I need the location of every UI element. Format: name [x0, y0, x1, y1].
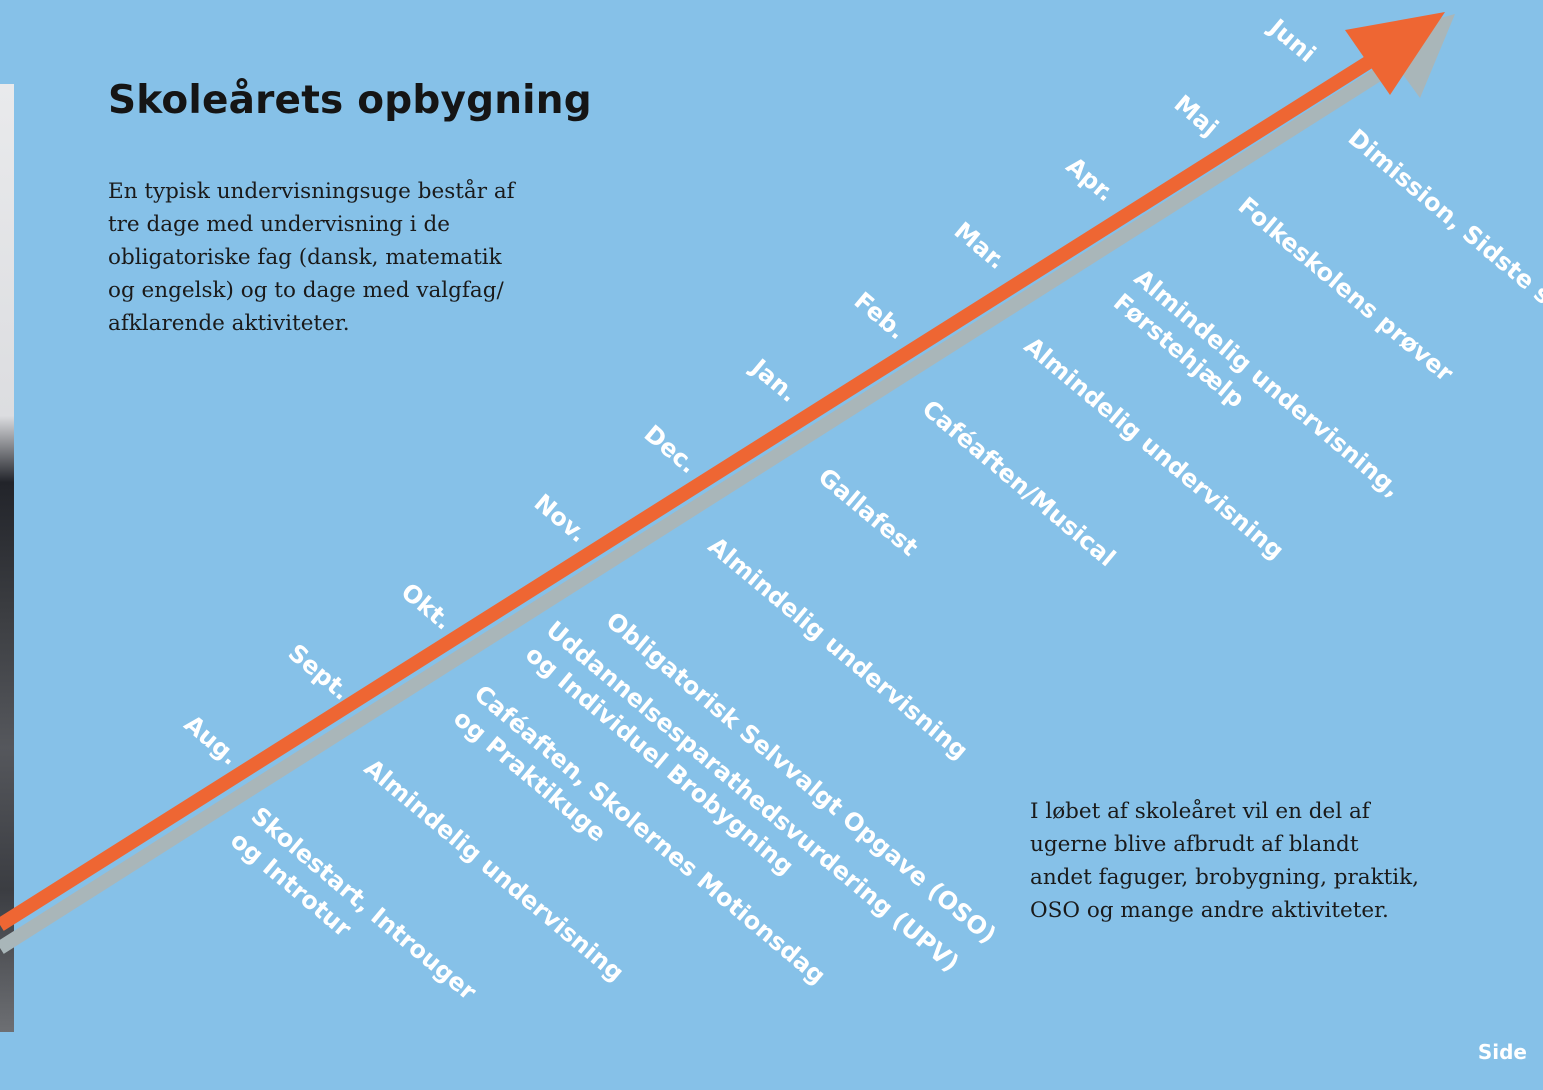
arrow-line [0, 49, 1384, 931]
photo-strip [0, 84, 14, 1032]
arrow-head [1345, 12, 1445, 95]
page-title: Skoleårets opbygning [108, 78, 592, 123]
intro-paragraph: En typisk undervisningsuge består af tre… [108, 179, 515, 336]
outro-paragraph: I løbet af skoleåret vil en del af ugern… [1030, 799, 1420, 923]
page-label: Side [1477, 1040, 1527, 1064]
arrow-shadow-line [0, 42, 1424, 954]
